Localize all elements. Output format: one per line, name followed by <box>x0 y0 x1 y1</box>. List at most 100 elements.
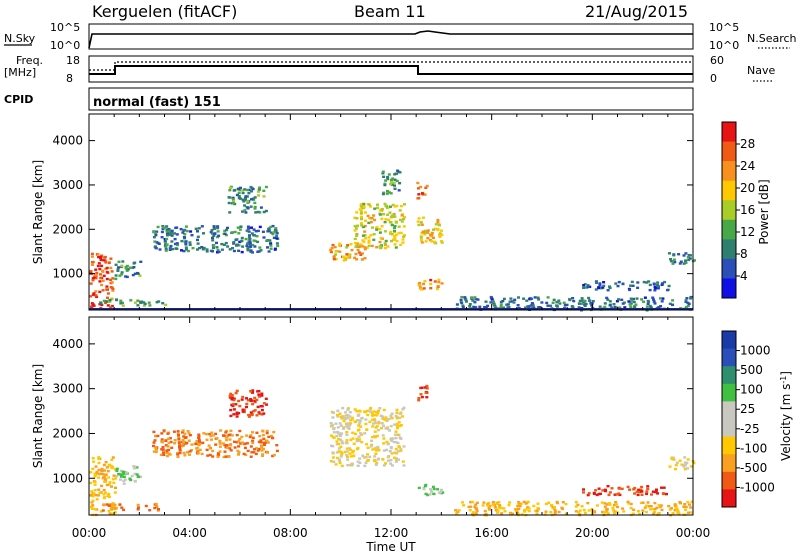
velocity-echo-cell <box>237 412 241 415</box>
power-echo-cell <box>386 206 390 209</box>
velocity-echo-cell <box>457 509 461 512</box>
power-echo-cell <box>216 226 220 230</box>
velocity-echo-cell <box>397 445 401 448</box>
power-echo-cell <box>250 190 253 193</box>
velocity-echo-cell <box>600 501 604 504</box>
time-tick-label: 08:00 <box>273 526 308 540</box>
power-echo-cell <box>258 246 262 249</box>
power-echo-cell <box>572 299 576 303</box>
velocity-echo-cell <box>356 446 360 450</box>
velocity-echo-cell <box>618 493 622 497</box>
power-echo-cell <box>642 300 646 303</box>
velocity-echo-cell <box>379 414 383 417</box>
velocity-echo-cell <box>132 467 136 470</box>
power-echo-cell <box>334 258 338 261</box>
power-echo-cell <box>389 205 392 208</box>
power-echo-cell <box>97 255 101 259</box>
power-echo-cell <box>133 261 137 264</box>
velocity-colorbar-segment <box>722 436 736 455</box>
power-echo-cell <box>360 252 364 255</box>
velocity-echo-cell <box>475 501 479 504</box>
velocity-echo-cell <box>686 500 690 504</box>
power-echo-cell <box>384 179 388 182</box>
power-echo-cell <box>90 255 94 258</box>
power-echo-cell <box>384 239 388 243</box>
velocity-echo-cell <box>396 450 400 453</box>
velocity-echo-cell <box>606 485 610 488</box>
velocity-echo-cell <box>176 455 180 459</box>
velocity-echo-cell <box>671 513 675 516</box>
velocity-echo-cell <box>648 505 651 508</box>
velocity-echo-cell <box>635 490 639 493</box>
velocity-echo-cell <box>249 445 253 448</box>
velocity-echo-region <box>454 500 694 517</box>
velocity-echo-cell <box>674 467 677 471</box>
power-echo-cell <box>628 303 632 306</box>
velocity-echo-cell <box>690 500 694 504</box>
power-echo-region <box>416 181 429 200</box>
power-y-tick-label: 2000 <box>52 222 83 236</box>
power-echo-cell <box>393 226 396 230</box>
velocity-echo-cell <box>176 451 180 455</box>
power-echo-cell <box>376 203 379 206</box>
velocity-echo-cell <box>120 506 124 509</box>
velocity-echo-cell <box>111 456 115 459</box>
velocity-echo-cell <box>384 462 387 465</box>
power-echo-cell <box>258 186 262 189</box>
power-echo-cell <box>139 260 143 263</box>
velocity-echo-cell <box>264 397 268 400</box>
power-echo-cell <box>102 259 106 262</box>
power-echo-cell <box>223 232 227 235</box>
power-echo-cell <box>273 247 277 250</box>
power-y-tick-label: 3000 <box>52 178 83 192</box>
power-echo-cell <box>416 220 420 223</box>
power-echo-cell <box>391 177 395 180</box>
power-echo-cell <box>359 209 363 212</box>
power-echo-cell <box>358 208 362 211</box>
velocity-echo-cell <box>662 486 666 489</box>
velocity-echo-cell <box>386 443 390 446</box>
velocity-echo-cell <box>671 456 675 459</box>
power-echo-cell <box>239 186 242 190</box>
power-echo-cell <box>527 305 531 308</box>
velocity-echo-cell <box>255 431 259 434</box>
velocity-echo-cell <box>265 451 269 454</box>
power-echo-cell <box>525 306 529 309</box>
power-echo-cell <box>584 302 588 306</box>
velocity-echo-cell <box>197 435 201 438</box>
velocity-echo-cell <box>245 442 249 445</box>
power-echo-cell <box>585 286 589 289</box>
velocity-echo-cell <box>461 501 464 504</box>
velocity-echo-cell <box>172 430 176 433</box>
velocity-echo-cell <box>491 501 495 504</box>
velocity-echo-cell <box>340 464 344 468</box>
power-echo-cell <box>367 239 371 242</box>
power-echo-cell <box>91 277 95 280</box>
velocity-echo-cell <box>334 422 338 425</box>
velocity-echo-cell <box>245 397 248 400</box>
power-echo-cell <box>648 283 652 287</box>
velocity-echo-cell <box>382 442 386 445</box>
power-echo-cell <box>529 304 533 307</box>
velocity-echo-cell <box>177 441 181 444</box>
velocity-echo-cell <box>349 438 353 442</box>
velocity-echo-cell <box>164 439 168 442</box>
power-echo-cell <box>169 244 173 248</box>
power-echo-cell <box>329 250 333 254</box>
power-echo-cell <box>383 183 387 187</box>
power-echo-cell <box>184 225 188 228</box>
velocity-echo-cell <box>604 489 608 493</box>
velocity-echo-cell <box>262 447 265 451</box>
power-colorbar-segment <box>722 141 736 162</box>
power-echo-cell <box>373 207 377 210</box>
power-echo-cell <box>484 306 488 309</box>
power-echo-cell <box>262 195 266 198</box>
velocity-echo-cell <box>553 506 557 509</box>
power-echo-cell <box>376 206 380 209</box>
power-echo-cell <box>684 300 688 303</box>
velocity-echo-cell <box>653 501 657 505</box>
power-colorbar-tick-label: 8 <box>740 247 748 261</box>
power-echo-cell <box>612 303 616 306</box>
power-echo-cell <box>90 252 94 256</box>
power-echo-cell <box>387 218 391 222</box>
